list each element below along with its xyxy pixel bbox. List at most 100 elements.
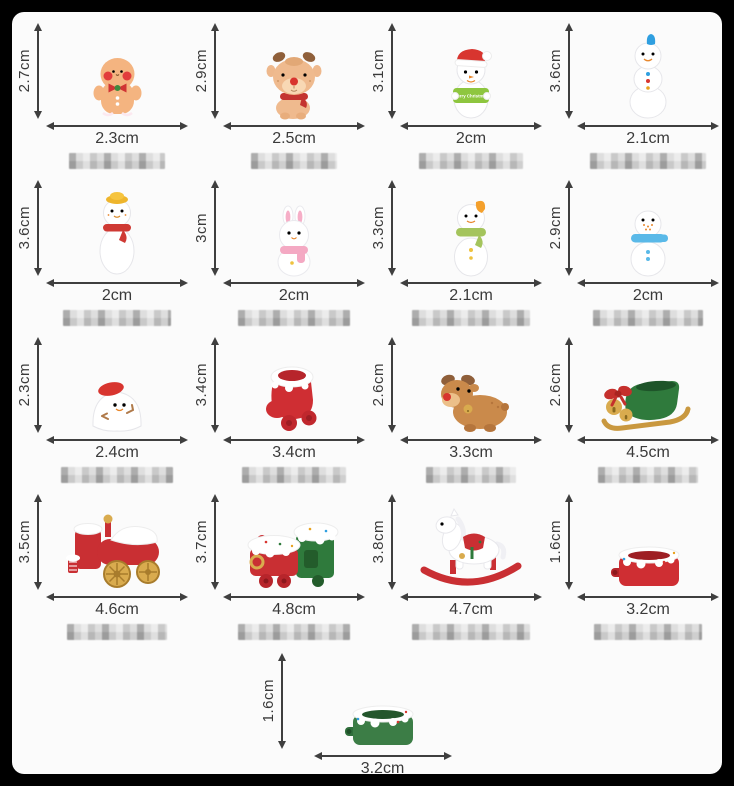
figurine-snowman-blue-hat (623, 18, 673, 122)
figurine-snowman-with-sign: Merry Christmas (446, 18, 496, 122)
row-1: 2.7cm (12, 18, 722, 169)
width-arrow (399, 279, 543, 287)
product-cell-rabbit: 3cm (190, 175, 367, 326)
height-arrow (565, 337, 573, 433)
row-4: 3.5cm (12, 489, 722, 640)
blurred-product-name (594, 624, 702, 640)
height-arrow (565, 23, 573, 119)
width-arrow (45, 279, 189, 287)
figurine-snowman-green-scarf (446, 175, 496, 279)
blurred-product-name (419, 153, 523, 169)
product-cell-snowy-train: 3.7cm (190, 489, 367, 640)
height-label: 3.3cm (370, 206, 387, 250)
figurine-reindeer-calf (264, 18, 324, 122)
width-label: 4.8cm (272, 601, 316, 618)
figurine-rocking-horse (418, 489, 525, 593)
product-cell-green-carriage: 1.6cm 3.2cm (257, 648, 477, 774)
product-cell-snowman-blue-hat: 3.6cm 2.1cm (544, 18, 721, 169)
width-label: 2.5cm (272, 130, 316, 147)
blurred-product-name (598, 467, 698, 483)
product-cell-snowman-blue-scarf: 2.9cm (544, 175, 721, 326)
figurine-gingerbread-man (90, 18, 145, 122)
width-label: 4.7cm (449, 601, 493, 618)
height-label: 3.5cm (16, 520, 33, 564)
product-cell-red-boot: 3.4cm 3.4cm (190, 332, 367, 483)
blurred-product-name (426, 467, 516, 483)
figurine-green-carriage (344, 648, 421, 752)
width-label: 2cm (455, 130, 487, 147)
width-label: 3.3cm (449, 444, 493, 461)
height-label: 3.6cm (16, 206, 33, 250)
width-arrow (45, 122, 189, 130)
height-label: 2.9cm (547, 206, 564, 250)
figurine-snowman-yellow-hat (93, 175, 141, 279)
figurine-snowy-train (240, 489, 348, 593)
width-arrow (576, 122, 720, 130)
width-arrow (399, 436, 543, 444)
width-arrow (576, 436, 720, 444)
height-label: 2.6cm (547, 363, 564, 407)
figurine-rabbit (270, 175, 318, 279)
height-label: 2.6cm (370, 363, 387, 407)
width-arrow (45, 436, 189, 444)
width-label: 2cm (278, 287, 310, 304)
height-label: 3.7cm (193, 520, 210, 564)
row-2: 3.6cm (12, 175, 722, 326)
width-label: 3.2cm (360, 760, 405, 774)
blurred-product-name (61, 467, 173, 483)
height-label: 2.3cm (16, 363, 33, 407)
height-arrow (34, 494, 42, 590)
blurred-product-name (69, 153, 165, 169)
sign-text: Merry Christmas (454, 94, 489, 99)
width-arrow (222, 279, 366, 287)
height-arrow (565, 180, 573, 276)
height-arrow (388, 494, 396, 590)
blurred-product-name (412, 624, 530, 640)
product-cell-red-train: 3.5cm (13, 489, 190, 640)
height-label: 3.4cm (193, 363, 210, 407)
figurine-red-boot-cart (259, 332, 329, 436)
product-cell-snowman-green-scarf: 3.3cm 2.1cm (367, 175, 544, 326)
height-label: 3.1cm (370, 49, 387, 93)
width-label: 2.1cm (626, 130, 670, 147)
width-label: 2.3cm (95, 130, 139, 147)
product-cell-snowman-with-sign: 3.1cm Merry Christmas (367, 18, 544, 169)
figurine-snowman-blue-scarf (624, 175, 672, 279)
height-arrow (211, 337, 219, 433)
blurred-product-name (412, 310, 530, 326)
figurine-red-train (65, 489, 170, 593)
blurred-product-name (593, 310, 703, 326)
height-arrow (34, 180, 42, 276)
figurine-brown-reindeer (432, 332, 511, 436)
figurine-green-sleigh-boot (598, 332, 698, 436)
width-arrow (313, 752, 452, 760)
blurred-product-name (63, 310, 171, 326)
row-3: 2.3cm 2.4cm (12, 332, 722, 483)
width-arrow (222, 593, 366, 601)
height-arrow (34, 337, 42, 433)
height-arrow (278, 653, 286, 749)
height-arrow (34, 23, 42, 119)
product-cell-snowman-yellow-hat: 3.6cm (13, 175, 190, 326)
height-label: 3.8cm (370, 520, 387, 564)
height-arrow (211, 23, 219, 119)
product-cell-reindeer-calf: 2.9cm (190, 18, 367, 169)
product-cell-green-sleigh: 2.6cm (544, 332, 721, 483)
height-arrow (388, 23, 396, 119)
figurine-melting-snowman (88, 332, 146, 436)
product-cell-rocking-horse: 3.8cm (367, 489, 544, 640)
width-arrow (222, 122, 366, 130)
width-label: 4.6cm (95, 601, 139, 618)
height-label: 1.6cm (547, 520, 564, 564)
width-arrow (399, 593, 543, 601)
blurred-product-name (242, 467, 346, 483)
height-arrow (388, 337, 396, 433)
width-arrow (45, 593, 189, 601)
width-label: 2.4cm (95, 444, 139, 461)
width-arrow (399, 122, 543, 130)
figurine-red-carriage (610, 489, 687, 593)
width-arrow (222, 436, 366, 444)
product-cell-melting-snowman: 2.3cm 2.4cm (13, 332, 190, 483)
width-label: 4.5cm (626, 444, 670, 461)
height-arrow (388, 180, 396, 276)
